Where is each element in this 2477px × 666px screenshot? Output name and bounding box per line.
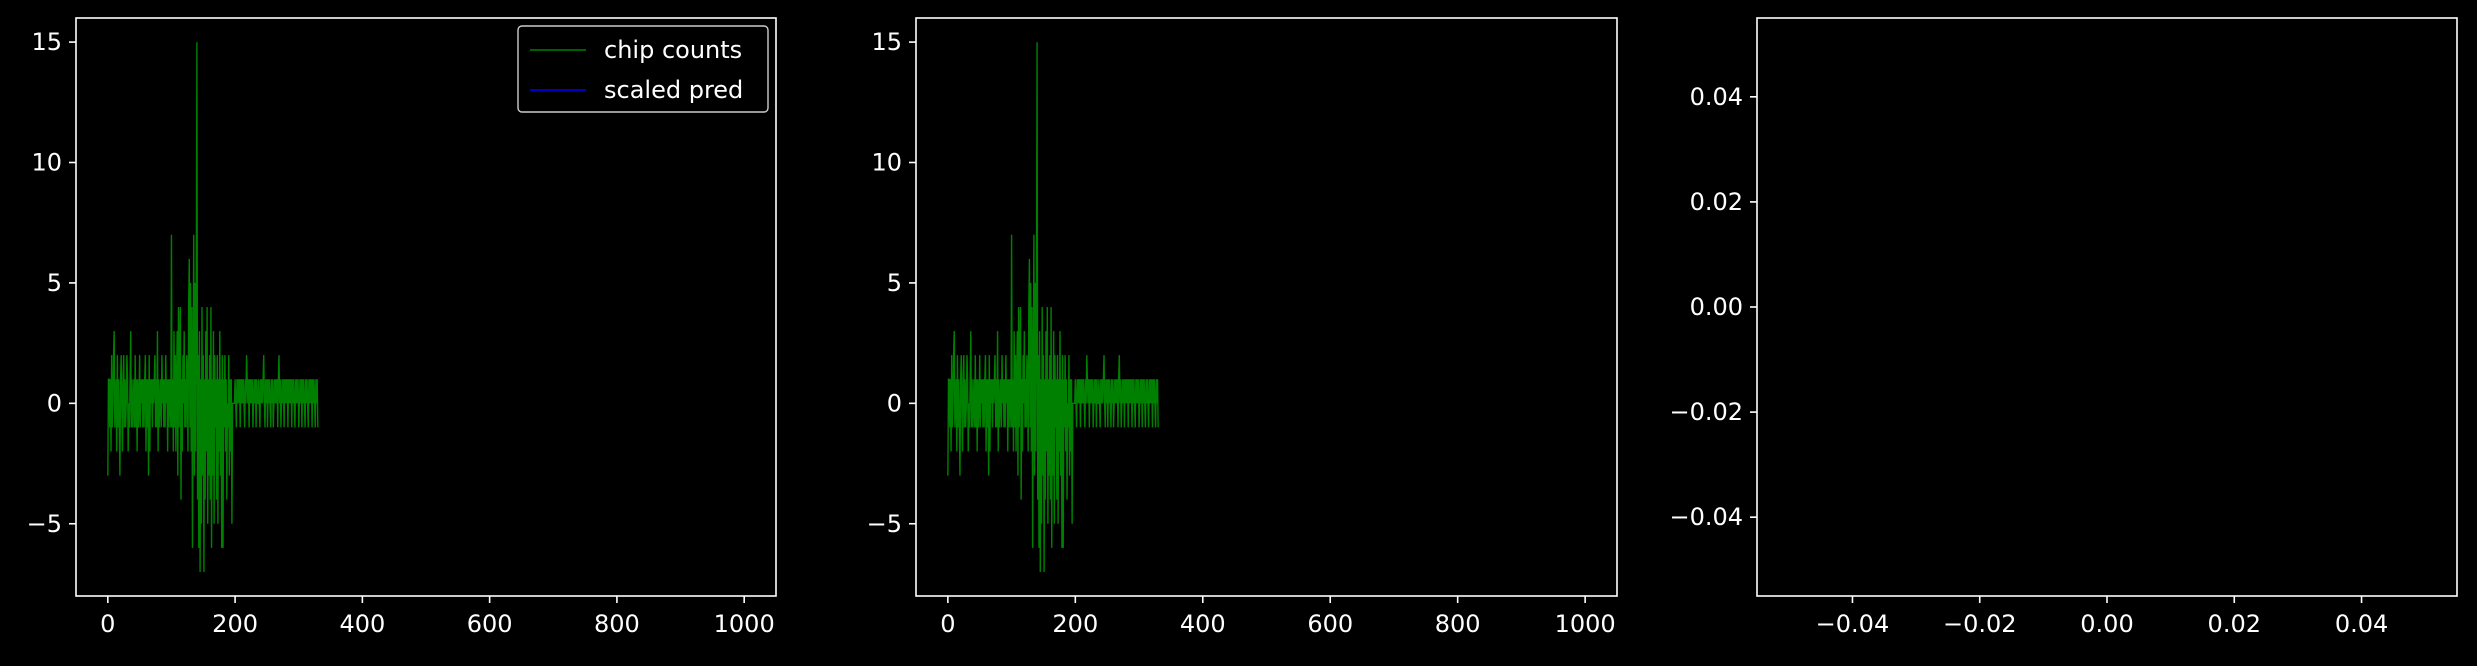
plot-frame	[1756, 17, 2458, 597]
panel-chip-counts-legend: 0 200 400 600 800 1000 −5 0 5 10 15 chip counts scal…	[27, 17, 777, 638]
panel-empty: −0.04 −0.02 0.00 0.02 0.04 −0.04 −0.02 0.00 0.02…	[1669, 17, 2458, 638]
plot-frame	[915, 17, 1618, 597]
y-tick-label: 15	[871, 28, 902, 56]
series-line	[947, 42, 1159, 572]
legend: chip counts scaled pred	[517, 25, 769, 113]
x-tick-label: 400	[1180, 610, 1226, 638]
y-tick-label: 5	[887, 269, 902, 297]
x-tick-label: 0	[940, 610, 955, 638]
y-tick-label: 0	[887, 389, 902, 417]
legend-label: chip counts	[604, 36, 742, 64]
y-tick-label: 0.00	[1690, 293, 1743, 321]
x-tick-label: 800	[594, 610, 640, 638]
y-tick-label: −5	[27, 510, 62, 538]
plot-frame	[75, 17, 777, 597]
x-tick-label: 400	[339, 610, 385, 638]
y-tick-label: 5	[47, 269, 62, 297]
series-line	[107, 42, 319, 572]
x-tick-label: 800	[1435, 610, 1481, 638]
x-tick-label: 600	[467, 610, 513, 638]
panel-chip-counts: 0 200 400 600 800 1000 −5 0 5 10 15	[867, 17, 1618, 638]
y-tick-label: 10	[871, 149, 902, 177]
x-tick-label: 200	[1052, 610, 1098, 638]
x-tick-label: 1000	[714, 610, 775, 638]
legend-label: scaled pred	[604, 76, 743, 104]
x-tick-label: 0	[100, 610, 115, 638]
x-tick-label: 0.04	[2335, 610, 2388, 638]
y-tick-label: 10	[31, 149, 62, 177]
y-tick-label: 0.02	[1690, 188, 1743, 216]
y-tick-label: 0.04	[1690, 83, 1743, 111]
x-tick-label: 200	[212, 610, 258, 638]
y-tick-label: 15	[31, 28, 62, 56]
x-tick-label: 0.00	[2080, 610, 2133, 638]
x-tick-label: −0.04	[1816, 610, 1890, 638]
y-tick-label: 0	[47, 389, 62, 417]
y-tick-label: −0.04	[1669, 503, 1743, 531]
x-tick-label: 600	[1307, 610, 1353, 638]
x-tick-label: −0.02	[1943, 610, 2017, 638]
x-tick-label: 0.02	[2208, 610, 2261, 638]
y-tick-label: −0.02	[1669, 398, 1743, 426]
x-tick-label: 1000	[1555, 610, 1616, 638]
y-tick-label: −5	[867, 510, 902, 538]
